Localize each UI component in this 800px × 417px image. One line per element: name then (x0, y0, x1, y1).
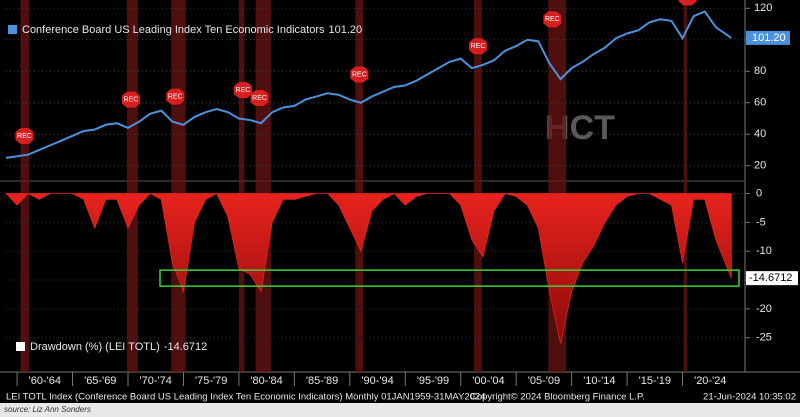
y-tick-label: 20 (754, 160, 766, 172)
highlight-box (159, 269, 740, 287)
rec-label: REC (680, 0, 695, 1)
rec-label: REC (471, 43, 486, 50)
rec-marker (543, 11, 562, 28)
legend-label: Drawdown (%) (LEI TOTL) (30, 341, 160, 353)
rec-marker (233, 82, 252, 99)
rec-label: REC (168, 93, 183, 100)
rec-label: REC (236, 87, 251, 94)
legend-value: -14.6712 (164, 341, 207, 353)
rec-marker (250, 90, 269, 107)
rec-marker (350, 66, 369, 83)
last-value-box (746, 271, 798, 286)
area-series (5, 192, 732, 344)
rec-marker (678, 0, 697, 6)
rec-marker (166, 88, 185, 105)
recession-band (474, 0, 482, 372)
rec-label: REC (352, 71, 367, 78)
y-tick-label: -25 (756, 332, 772, 344)
recession-band (683, 0, 687, 372)
x-tick-label: '70-'74 (140, 375, 172, 387)
recession-band (171, 0, 186, 372)
y-tick-label: -5 (756, 216, 766, 228)
x-tick-label: '10-'14 (583, 375, 615, 387)
recession-band (238, 0, 245, 372)
legend-value: 101.20 (328, 24, 362, 36)
x-tick-label: '90-'94 (361, 375, 393, 387)
source: source: Liz Ann Sonders (4, 405, 91, 414)
y-tick-label: 80 (754, 65, 766, 77)
recession-band (20, 0, 30, 372)
legend-label: Conference Board US Leading Index Ten Ec… (22, 24, 325, 36)
x-tick-label: '00-'04 (472, 375, 504, 387)
x-tick-label: '65-'69 (84, 375, 116, 387)
footer-left: LEI TOTL Index (Conference Board US Lead… (6, 392, 486, 403)
line-series (5, 10, 732, 159)
last-value-label: 101.20 (752, 32, 786, 44)
rec-label: REC (252, 95, 267, 102)
x-tick-label: '95-'99 (417, 375, 449, 387)
y-tick-label: 0 (756, 187, 762, 199)
last-value-box (746, 30, 790, 45)
x-tick-label: '80-'84 (250, 375, 282, 387)
y-tick-label: 60 (754, 97, 766, 109)
y-tick-label: -20 (756, 303, 772, 315)
x-tick-label: '75-'79 (195, 375, 227, 387)
legend-swatch (8, 25, 17, 34)
y-tick-label: 120 (754, 2, 772, 14)
rec-marker (469, 38, 488, 55)
y-tick-label: -10 (756, 245, 772, 257)
x-tick-label: '60-'64 (29, 375, 61, 387)
footer-copyright: Copyright© 2024 Bloomberg Finance L.P. (470, 392, 645, 403)
rec-marker (121, 91, 140, 108)
recession-band (355, 0, 364, 372)
recession-band (255, 0, 272, 372)
rec-label: REC (124, 96, 139, 103)
y-tick-label: 40 (754, 128, 766, 140)
recession-band (126, 0, 138, 372)
rec-marker (15, 127, 34, 144)
x-tick-label: '20-'24 (694, 375, 726, 387)
rec-label: REC (545, 16, 560, 23)
footer-timestamp: 21-Jun-2024 10:35:02 (703, 392, 796, 403)
x-tick-label: '05-'09 (528, 375, 560, 387)
last-value-label: -14.6712 (749, 272, 792, 284)
legend-swatch (16, 342, 25, 351)
x-tick-label: '85-'89 (306, 375, 338, 387)
source-bar (0, 403, 800, 417)
x-tick-label: '15-'19 (639, 375, 671, 387)
rec-label: REC (17, 133, 32, 140)
